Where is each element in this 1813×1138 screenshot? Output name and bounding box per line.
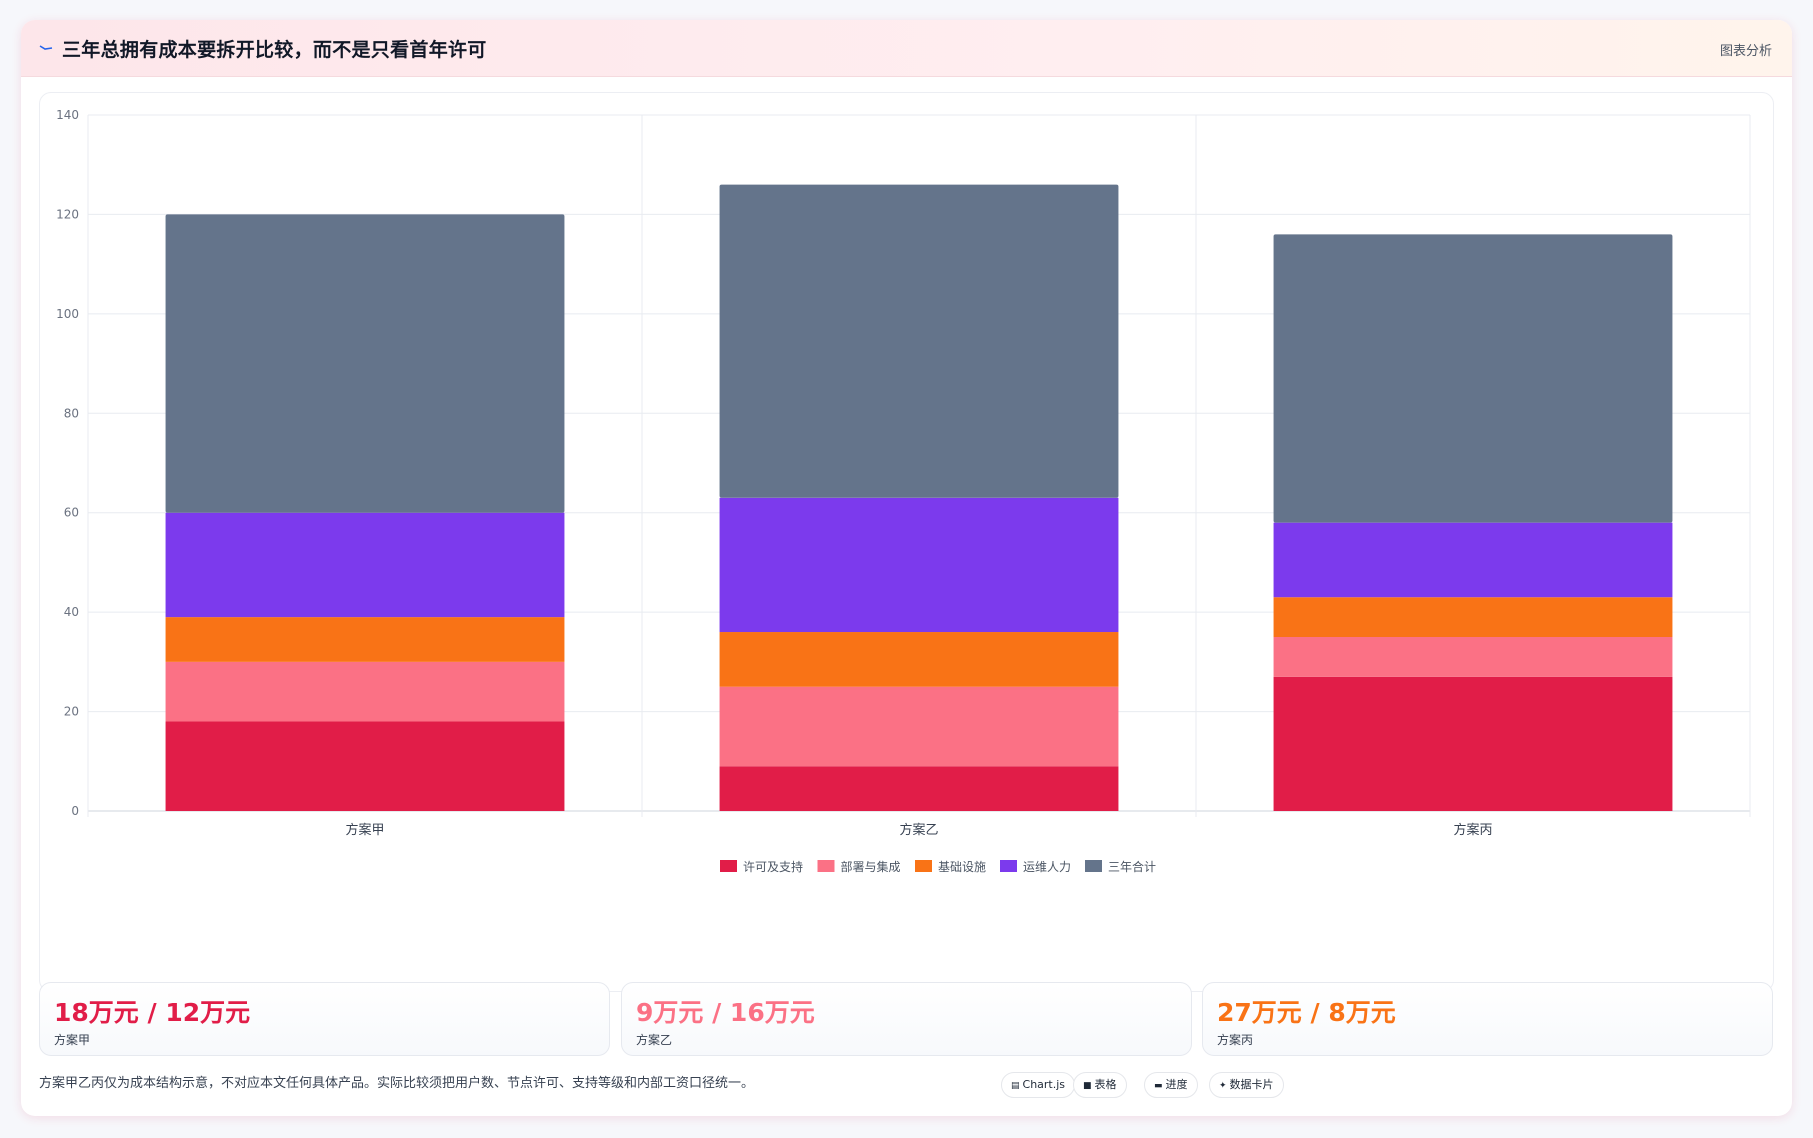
y-tick-label: 80 (64, 406, 79, 420)
bar-segment (1273, 522, 1673, 598)
stat-label: 方案甲 (54, 1033, 91, 1047)
bar-segment (1273, 597, 1673, 637)
y-tick-label: 140 (56, 108, 79, 122)
bar-segment (1273, 637, 1673, 677)
bar-segment (719, 686, 1119, 767)
sparkle-icon: ✦ (1219, 1081, 1227, 1091)
legend-label: 基础设施 (938, 860, 986, 874)
progress-icon: ▬ (1154, 1081, 1163, 1091)
bar-segment (165, 617, 565, 662)
legend-label: 运维人力 (1023, 860, 1071, 874)
bar-segment (165, 214, 565, 513)
legend-label: 部署与集成 (841, 859, 901, 874)
view-data-cards-button[interactable]: ✦ 数据卡片 (1209, 1072, 1284, 1098)
stat-value: 18万元 / 12万元 (54, 998, 251, 1027)
table-icon: ■ (1083, 1081, 1092, 1091)
view-progress-button[interactable]: ▬ 进度 (1144, 1072, 1198, 1098)
stat-card: 9万元 / 16万元 方案乙 (621, 982, 1192, 1056)
legend-swatch (817, 860, 835, 872)
x-tick-label: 方案甲 (345, 822, 384, 838)
bar-segment (165, 721, 565, 811)
legend-swatch (915, 860, 932, 872)
y-tick-label: 120 (56, 207, 79, 221)
trend-line-icon (39, 45, 53, 50)
view-table-button[interactable]: ■ 表格 (1073, 1072, 1127, 1098)
chart-icon: ▤ (1011, 1081, 1020, 1091)
y-tick-label: 40 (64, 605, 79, 619)
view-option-label: Chart.js (1022, 1078, 1066, 1091)
legend-label: 许可及支持 (743, 859, 803, 874)
chart-title: 三年总拥有成本要拆开比较，而不是只看首年许可 (62, 39, 487, 61)
y-tick-label: 20 (64, 705, 79, 719)
y-tick-label: 0 (71, 804, 79, 818)
bar-segment (1273, 234, 1673, 523)
footnote: 方案甲乙丙仅为成本结构示意，不对应本文任何具体产品。实际比较须把用户数、节点许可… (39, 1076, 755, 1091)
stat-card: 27万元 / 8万元 方案丙 (1202, 982, 1773, 1056)
bar-segment (1273, 676, 1673, 811)
stat-label: 方案丙 (1217, 1033, 1254, 1047)
y-tick-label: 100 (56, 307, 79, 321)
stat-value: 27万元 / 8万元 (1217, 998, 1396, 1027)
chart-card: 三年总拥有成本要拆开比较，而不是只看首年许可 图表分析 0 20 40 60 80 100… (21, 20, 1792, 1116)
view-option-label: 数据卡片 (1229, 1078, 1274, 1091)
card-header: 三年总拥有成本要拆开比较，而不是只看首年许可 图表分析 (21, 20, 1792, 77)
bar-segment (165, 512, 565, 618)
legend-swatch (720, 860, 737, 872)
bar-segment (719, 497, 1119, 633)
legend-swatch (1000, 860, 1017, 872)
x-tick-label: 方案乙 (899, 822, 938, 838)
chart-panel: 0 20 40 60 80 100 120 140 方案甲 方案乙 方案丙许可及支持 部署与集成 基础设… (39, 92, 1774, 992)
legend-swatch (1085, 860, 1102, 872)
stat-value: 9万元 / 16万元 (636, 998, 815, 1027)
bar-segment (719, 632, 1119, 687)
view-option-label: 进度 (1165, 1078, 1188, 1091)
bar-segment (719, 184, 1119, 498)
stat-label: 方案乙 (636, 1033, 673, 1047)
stat-card: 18万元 / 12万元 方案甲 (39, 982, 610, 1056)
chart-analysis-button[interactable]: 图表分析 (1719, 44, 1772, 59)
y-tick-label: 60 (64, 506, 79, 520)
legend-label: 三年合计 (1108, 859, 1156, 874)
stat-cards: 18万元 / 12万元 方案甲 9万元 / 16万元 方案乙 27万元 / 8万… (39, 982, 1774, 1056)
bar-segment (719, 766, 1119, 811)
bar-segment (165, 661, 565, 722)
view-option-label: 表格 (1094, 1078, 1117, 1091)
x-tick-label: 方案丙 (1453, 822, 1492, 838)
view-chartjs-button[interactable]: ▤ Chart.js (1001, 1072, 1076, 1098)
